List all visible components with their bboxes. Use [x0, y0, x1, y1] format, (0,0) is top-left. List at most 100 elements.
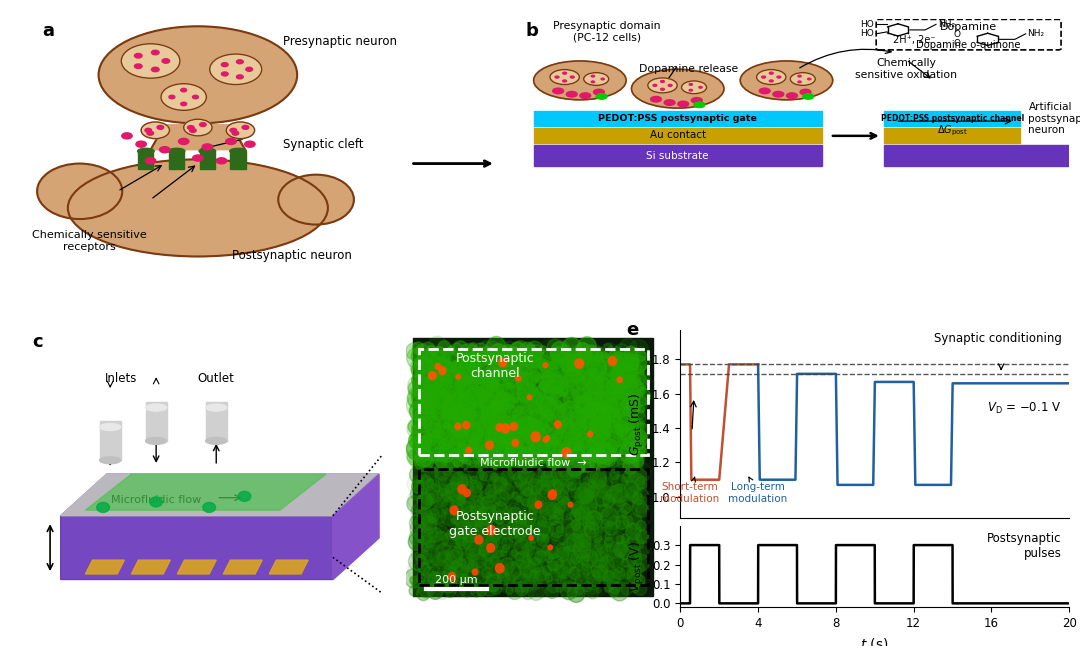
Circle shape: [428, 548, 434, 555]
Circle shape: [461, 366, 473, 379]
Circle shape: [569, 422, 577, 430]
Circle shape: [504, 548, 516, 561]
Text: Short-term
modulation: Short-term modulation: [661, 477, 719, 504]
Circle shape: [448, 412, 460, 425]
Circle shape: [600, 518, 613, 533]
Circle shape: [449, 468, 463, 483]
Text: Postsynaptic neuron: Postsynaptic neuron: [232, 249, 352, 262]
Circle shape: [618, 473, 624, 480]
Circle shape: [518, 582, 535, 600]
Circle shape: [537, 408, 548, 420]
Circle shape: [501, 531, 514, 545]
Circle shape: [563, 399, 582, 420]
Circle shape: [564, 372, 569, 378]
Circle shape: [495, 408, 501, 416]
Circle shape: [572, 362, 581, 371]
Circle shape: [598, 433, 617, 452]
Circle shape: [492, 451, 502, 461]
Circle shape: [459, 392, 476, 412]
Circle shape: [498, 349, 511, 364]
Circle shape: [577, 455, 585, 464]
Circle shape: [575, 353, 585, 366]
Circle shape: [424, 368, 438, 383]
Circle shape: [474, 441, 481, 448]
Circle shape: [625, 444, 635, 454]
Circle shape: [595, 482, 609, 497]
Circle shape: [483, 343, 496, 358]
Circle shape: [567, 448, 577, 459]
Circle shape: [418, 454, 438, 476]
Circle shape: [456, 415, 473, 434]
Circle shape: [449, 564, 461, 577]
Polygon shape: [333, 474, 379, 579]
Circle shape: [544, 413, 552, 422]
Circle shape: [416, 444, 424, 453]
Circle shape: [550, 541, 564, 557]
Circle shape: [481, 484, 495, 500]
Circle shape: [490, 424, 502, 437]
Circle shape: [542, 495, 549, 501]
Circle shape: [483, 449, 496, 464]
Circle shape: [535, 528, 548, 542]
Text: Microfluidic flow  →: Microfluidic flow →: [480, 458, 586, 468]
Circle shape: [545, 349, 564, 368]
Circle shape: [607, 528, 617, 539]
Circle shape: [627, 497, 644, 515]
Circle shape: [527, 341, 538, 352]
Circle shape: [616, 415, 627, 428]
Circle shape: [516, 448, 525, 457]
Circle shape: [613, 507, 625, 519]
Circle shape: [510, 539, 524, 555]
Circle shape: [550, 432, 561, 445]
Circle shape: [527, 347, 539, 361]
Circle shape: [521, 406, 535, 421]
Circle shape: [475, 541, 490, 557]
Circle shape: [599, 339, 617, 358]
Circle shape: [458, 506, 463, 512]
Circle shape: [591, 344, 606, 360]
Circle shape: [463, 567, 478, 585]
Circle shape: [564, 550, 569, 556]
Circle shape: [451, 383, 460, 392]
Circle shape: [585, 419, 600, 435]
Circle shape: [478, 536, 485, 544]
Circle shape: [619, 517, 635, 535]
Circle shape: [605, 534, 611, 541]
Circle shape: [492, 448, 510, 466]
Circle shape: [503, 403, 519, 421]
Circle shape: [551, 413, 558, 422]
Circle shape: [500, 431, 509, 441]
Circle shape: [611, 446, 631, 467]
Circle shape: [525, 538, 534, 547]
Circle shape: [432, 457, 440, 464]
Circle shape: [464, 476, 472, 484]
Circle shape: [437, 360, 443, 366]
Circle shape: [632, 488, 647, 505]
Circle shape: [553, 381, 564, 393]
Circle shape: [465, 484, 482, 501]
Circle shape: [488, 501, 502, 516]
Circle shape: [408, 398, 423, 414]
Circle shape: [579, 539, 586, 547]
Circle shape: [629, 428, 644, 444]
Circle shape: [507, 373, 525, 393]
Circle shape: [625, 541, 637, 554]
Circle shape: [517, 390, 534, 408]
Circle shape: [481, 443, 487, 450]
Circle shape: [536, 440, 551, 457]
Circle shape: [453, 361, 462, 372]
Circle shape: [421, 547, 434, 561]
Circle shape: [555, 494, 569, 510]
Circle shape: [497, 395, 504, 404]
Circle shape: [446, 419, 455, 429]
Circle shape: [530, 375, 539, 384]
Circle shape: [421, 561, 428, 568]
Circle shape: [448, 362, 464, 380]
Circle shape: [507, 419, 517, 431]
Circle shape: [661, 89, 664, 90]
Circle shape: [121, 44, 180, 78]
Circle shape: [417, 479, 426, 488]
Circle shape: [769, 80, 773, 82]
Circle shape: [580, 376, 599, 397]
Circle shape: [420, 443, 431, 454]
